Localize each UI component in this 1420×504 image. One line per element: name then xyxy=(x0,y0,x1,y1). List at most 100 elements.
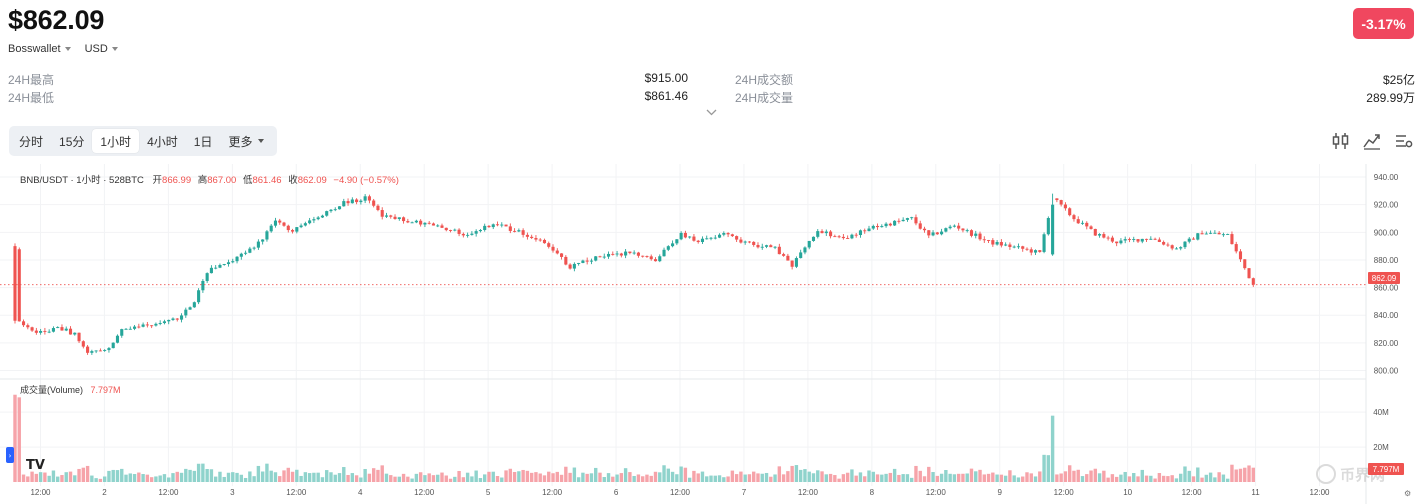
legend-low-label: 低 xyxy=(243,174,253,186)
volume-bar xyxy=(256,465,261,482)
candle-body xyxy=(201,280,205,291)
volume-bar xyxy=(278,476,282,482)
volume-bar xyxy=(175,471,179,482)
volume-bar xyxy=(640,476,645,482)
candle-settings-icon[interactable] xyxy=(1331,131,1351,151)
stat-24h-volume: 24H成交量 289.99万 xyxy=(735,89,1415,106)
candle-body xyxy=(295,227,299,232)
time-tick-label: 12:00 xyxy=(670,488,691,497)
time-settings-icon[interactable]: ⚙ xyxy=(1404,489,1411,498)
candle-body xyxy=(628,251,632,254)
volume-bar xyxy=(90,475,94,482)
candle-body xyxy=(1217,232,1221,235)
currency-selector[interactable]: USD xyxy=(85,43,118,55)
candle-body xyxy=(803,247,807,253)
volume-bar xyxy=(487,471,491,482)
candle-body xyxy=(1196,233,1200,240)
tab-4hour[interactable]: 4小时 xyxy=(147,134,178,149)
volume-bar xyxy=(658,472,662,482)
volume-bar xyxy=(461,477,466,482)
candle-body xyxy=(423,222,427,225)
tab-time-share[interactable]: 分时 xyxy=(19,134,44,149)
wallet-selector[interactable]: Bosswallet xyxy=(8,43,71,55)
volume-bar xyxy=(30,471,34,482)
candlestick-chart[interactable]: 940.00 920.00 900.00 880.00 860.00 840.00 820.… xyxy=(0,164,1420,504)
volume-bar xyxy=(423,475,427,482)
volume-bar xyxy=(465,472,470,482)
volume-bar xyxy=(201,463,205,482)
volume-bar xyxy=(188,469,192,482)
volume-bar xyxy=(1063,471,1068,482)
volume-bar xyxy=(615,474,619,482)
candle-body xyxy=(602,256,606,258)
volume-bar xyxy=(999,474,1004,482)
volume-bar xyxy=(21,474,26,482)
volume-bar xyxy=(60,475,64,482)
volume-bar xyxy=(145,474,150,482)
candle-body xyxy=(1046,218,1050,235)
volume-bar xyxy=(1132,473,1136,482)
volume-bar xyxy=(645,474,649,482)
volume-bars xyxy=(13,394,1255,482)
volume-bar xyxy=(397,476,401,482)
candle-body xyxy=(128,328,132,330)
indicator-icon[interactable] xyxy=(1362,131,1382,151)
volume-bar xyxy=(333,474,337,482)
volume-bar xyxy=(525,470,530,482)
candle-body xyxy=(278,220,282,223)
volume-bar xyxy=(363,468,367,482)
candle-body xyxy=(86,346,90,353)
chart-settings-icon[interactable] xyxy=(1394,131,1414,151)
volume-bar xyxy=(478,478,483,482)
candle-body xyxy=(47,331,51,333)
volume-bar xyxy=(1247,465,1251,482)
price-tick-label: 820.00 xyxy=(1374,339,1399,348)
stat-24h-turnover-label: 24H成交额 xyxy=(735,73,794,87)
candle-body xyxy=(1230,234,1234,245)
wallet-dropdown-icon xyxy=(64,47,71,51)
volume-bar xyxy=(192,470,197,482)
candle-body xyxy=(359,200,363,203)
volume-bar xyxy=(184,468,188,482)
volume-bar xyxy=(393,476,397,482)
candle-body xyxy=(1174,248,1178,250)
tradingview-logo[interactable]: TV xyxy=(26,458,45,473)
volume-bar xyxy=(239,474,244,482)
candle-body xyxy=(752,241,756,245)
expand-chevron-icon[interactable] xyxy=(705,106,718,119)
candle-body xyxy=(436,225,440,227)
candle-body xyxy=(43,330,47,332)
volume-bar xyxy=(773,474,777,482)
volume-bar xyxy=(969,468,974,482)
candle-body xyxy=(491,224,495,228)
candle-body xyxy=(914,217,918,224)
volume-bar xyxy=(632,475,636,482)
volume-bar xyxy=(687,477,692,482)
volume-bar xyxy=(64,472,68,482)
candle-body xyxy=(179,315,184,320)
volume-bar xyxy=(1042,454,1046,482)
volume-bar xyxy=(1221,474,1226,482)
volume-bar xyxy=(1196,467,1200,482)
volume-bar xyxy=(905,474,910,482)
volume-bar xyxy=(1008,470,1012,482)
tab-1hour[interactable]: 1小时 xyxy=(92,129,140,153)
currency-dropdown-icon xyxy=(111,47,118,51)
tab-more[interactable]: 更多 xyxy=(220,129,272,153)
candle-body xyxy=(316,217,320,220)
time-tick-label: 12:00 xyxy=(414,488,435,497)
volume-bar xyxy=(931,472,935,482)
volume-bar xyxy=(623,468,628,482)
tab-15min[interactable]: 15分 xyxy=(59,134,85,149)
candle-body xyxy=(871,225,875,229)
candle-body xyxy=(987,239,991,241)
candle-body xyxy=(910,217,914,219)
tab-1day[interactable]: 1日 xyxy=(193,134,213,149)
candle-body xyxy=(1025,248,1029,250)
price-tick-label: 940.00 xyxy=(1374,173,1399,182)
candle-body xyxy=(111,342,115,349)
collapse-panel-tab[interactable]: › xyxy=(6,447,14,463)
candle-body xyxy=(875,225,880,228)
candle-body xyxy=(944,228,948,232)
candle-body xyxy=(39,330,43,333)
